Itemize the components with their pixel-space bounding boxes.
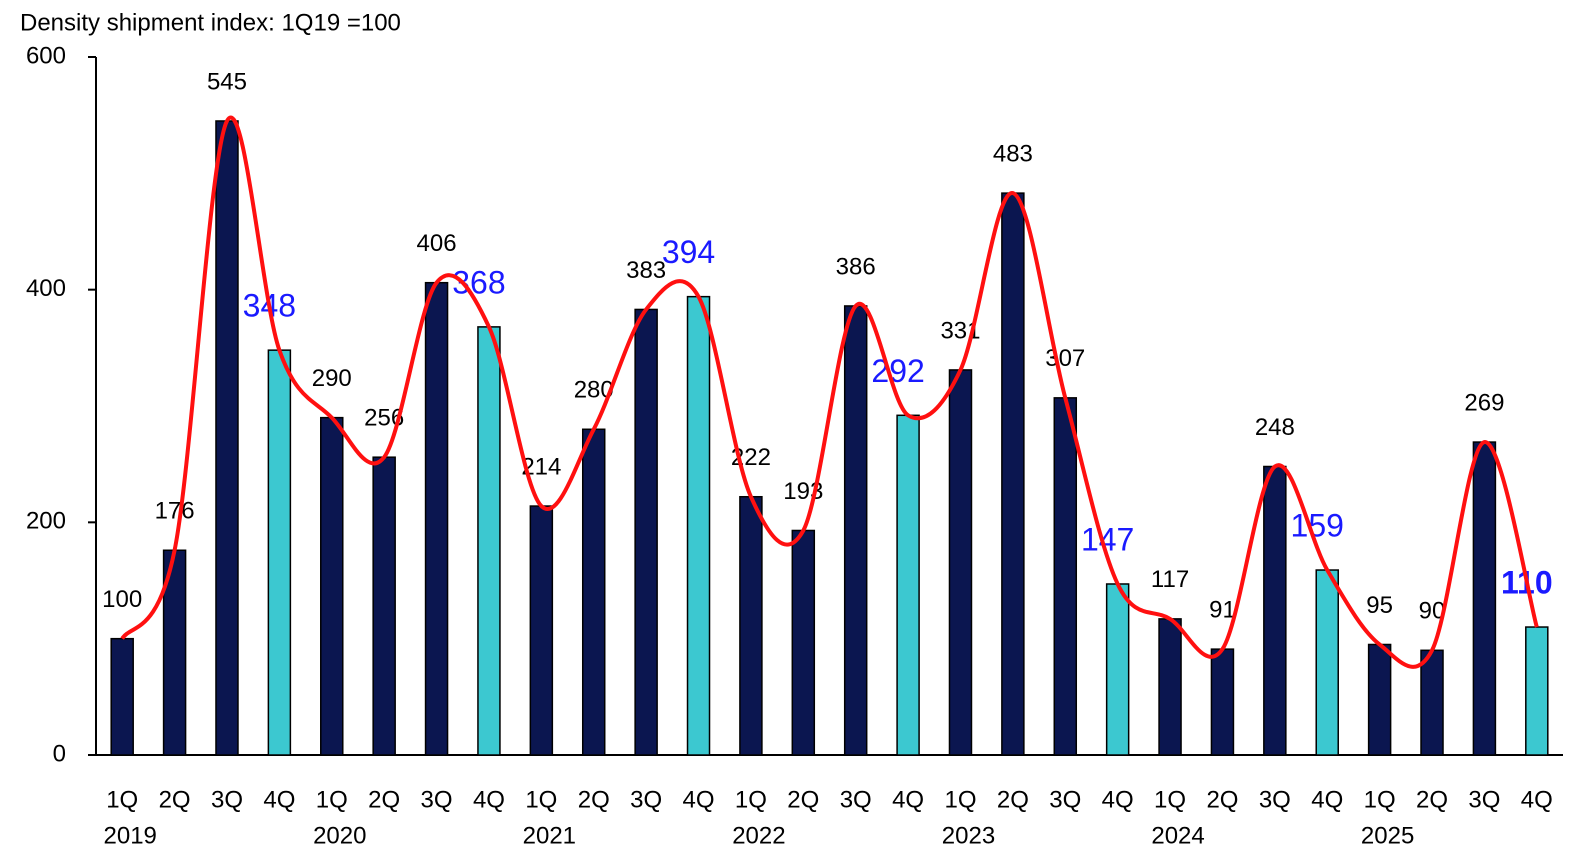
bar — [1367, 643, 1392, 756]
bar — [791, 529, 816, 756]
x-tick-label: 3Q — [1468, 786, 1500, 813]
data-label: 100 — [102, 586, 142, 613]
data-label: 483 — [993, 140, 1033, 167]
x-tick-label: 4Q — [263, 786, 295, 813]
data-label: 307 — [1045, 345, 1085, 372]
x-tick-label: 4Q — [683, 786, 715, 813]
bar — [1105, 583, 1130, 756]
x-tick-label: 4Q — [892, 786, 924, 813]
x-tick-label: 3Q — [840, 786, 872, 813]
bar — [843, 305, 868, 756]
x-tick-label: 4Q — [473, 786, 505, 813]
x-group-label: 2020 — [313, 822, 366, 849]
bar — [424, 281, 449, 756]
x-tick-label: 4Q — [1311, 786, 1343, 813]
trend-line — [120, 115, 1539, 669]
bar — [581, 428, 606, 756]
x-tick-label: 1Q — [316, 786, 348, 813]
data-label: 147 — [1081, 521, 1134, 557]
x-group-label: 2019 — [104, 822, 157, 849]
bar — [215, 120, 239, 756]
x-tick-label: 1Q — [1154, 786, 1186, 813]
x-tick-label: 1Q — [106, 786, 138, 813]
bar — [1472, 441, 1497, 756]
bar — [1420, 649, 1444, 756]
x-group-label: 2021 — [523, 822, 576, 849]
data-label: 383 — [626, 257, 666, 284]
x-tick-label: 3Q — [421, 786, 453, 813]
y-axis-title: Density shipment index: 1Q19 =100 — [20, 9, 401, 36]
bar — [477, 326, 501, 756]
x-tick-label: 1Q — [1364, 786, 1396, 813]
data-label: 290 — [312, 365, 352, 392]
bar — [634, 308, 658, 756]
data-label: 95 — [1366, 592, 1393, 619]
x-tick-label: 2Q — [997, 786, 1029, 813]
data-label: 117 — [1151, 566, 1189, 593]
x-group-label: 2022 — [732, 822, 785, 849]
x-tick-label: 2Q — [1206, 786, 1238, 813]
data-label: 406 — [417, 230, 457, 257]
x-group-label: 2025 — [1361, 822, 1414, 849]
x-group-label: 2024 — [1151, 822, 1204, 849]
data-label: 176 — [155, 498, 195, 525]
y-tick-label: 200 — [26, 508, 66, 535]
bar — [1158, 618, 1182, 756]
x-tick-label: 3Q — [630, 786, 662, 813]
bar — [739, 495, 763, 756]
x-tick-label: 2Q — [578, 786, 610, 813]
bar — [110, 637, 134, 756]
x-tick-label: 1Q — [944, 786, 976, 813]
bar — [1525, 626, 1549, 756]
x-tick-label: 2Q — [1416, 786, 1448, 813]
bar — [529, 505, 554, 756]
data-label: 248 — [1255, 414, 1295, 441]
data-label: 159 — [1291, 507, 1344, 543]
bar — [896, 414, 920, 756]
bar — [1210, 648, 1235, 756]
bar — [1315, 569, 1339, 756]
x-tick-label: 2Q — [787, 786, 819, 813]
y-tick-label: 400 — [26, 275, 66, 302]
bar — [948, 369, 973, 756]
x-tick-label: 1Q — [525, 786, 557, 813]
data-label: 292 — [871, 353, 924, 389]
bar — [372, 456, 396, 756]
data-label: 269 — [1464, 389, 1504, 416]
x-tick-label: 4Q — [1521, 786, 1553, 813]
bar — [267, 349, 292, 756]
bar — [1053, 397, 1078, 756]
bar — [1263, 465, 1287, 756]
x-group-label: 2023 — [942, 822, 995, 849]
x-tick-label: 1Q — [735, 786, 767, 813]
data-label: 545 — [207, 68, 247, 95]
x-tick-label: 3Q — [211, 786, 243, 813]
bar — [686, 295, 711, 756]
x-tick-label: 2Q — [159, 786, 191, 813]
x-tick-label: 4Q — [1102, 786, 1134, 813]
x-tick-label: 3Q — [1259, 786, 1291, 813]
data-label: 91 — [1209, 596, 1236, 623]
x-tick-label: 3Q — [1049, 786, 1081, 813]
bar — [320, 416, 344, 756]
data-label: 386 — [836, 253, 876, 280]
y-tick-label: 0 — [53, 740, 66, 767]
data-label: 394 — [662, 234, 715, 270]
x-tick-label: 2Q — [368, 786, 400, 813]
bar — [1001, 192, 1025, 756]
y-tick-label: 600 — [26, 42, 66, 69]
